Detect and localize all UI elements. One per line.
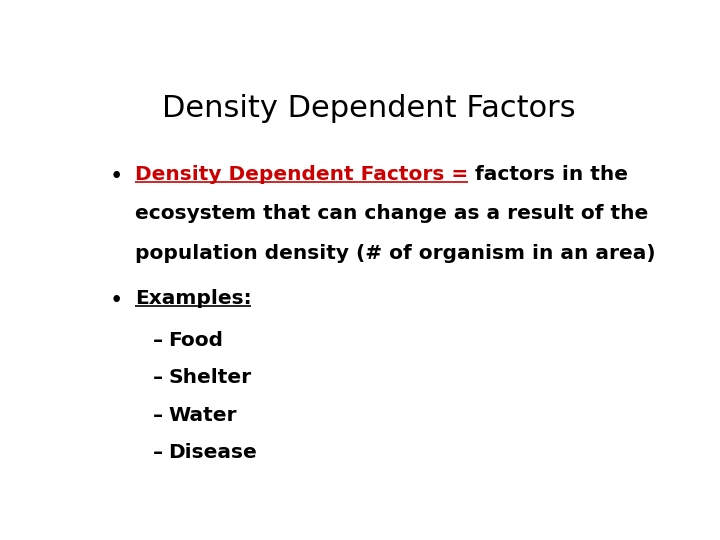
Text: Density Dependent Factors: Density Dependent Factors xyxy=(162,94,576,123)
Text: –: – xyxy=(153,406,163,425)
Text: •: • xyxy=(109,165,123,187)
Text: Disease: Disease xyxy=(168,443,257,462)
Text: population density (# of organism in an area): population density (# of organism in an … xyxy=(135,244,655,262)
Text: –: – xyxy=(153,368,163,387)
Text: –: – xyxy=(153,331,163,350)
Text: Density Dependent Factors =: Density Dependent Factors = xyxy=(135,165,468,184)
Text: •: • xyxy=(109,289,123,312)
Text: Shelter: Shelter xyxy=(168,368,251,387)
Text: Examples:: Examples: xyxy=(135,289,251,308)
Text: Food: Food xyxy=(168,331,223,350)
Text: ecosystem that can change as a result of the: ecosystem that can change as a result of… xyxy=(135,204,648,223)
Text: Water: Water xyxy=(168,406,237,425)
Text: factors in the: factors in the xyxy=(468,165,628,184)
Text: –: – xyxy=(153,443,163,462)
